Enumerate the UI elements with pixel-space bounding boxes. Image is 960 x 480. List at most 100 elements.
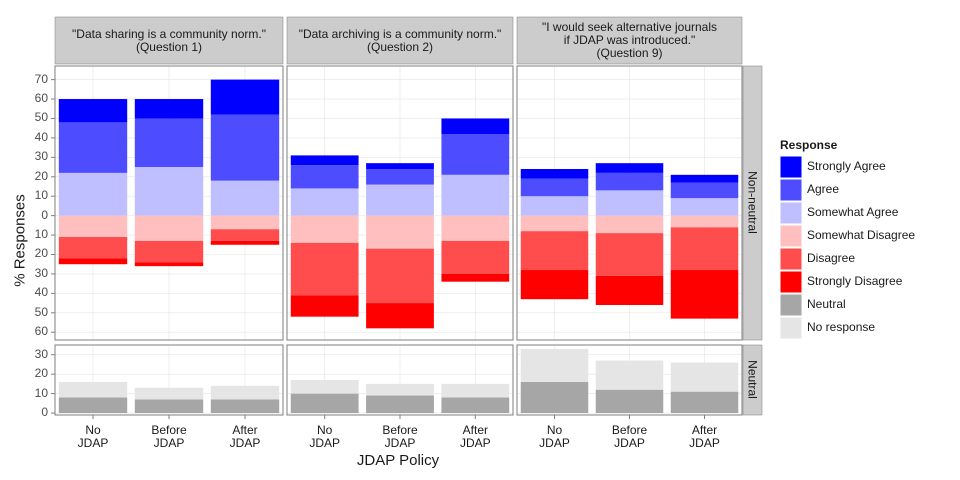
bar-segment: [595, 190, 664, 216]
legend-title: Response: [780, 138, 838, 152]
bar-segment: [670, 182, 739, 199]
bar-segment: [670, 362, 739, 392]
bar-segment: [595, 163, 664, 173]
bar-segment: [366, 383, 434, 396]
y-tick-label: 10: [34, 227, 48, 242]
x-tick-label: No JDAP: [77, 423, 109, 450]
bar-segment: [290, 155, 359, 166]
y-tick-label: 60: [34, 91, 48, 106]
bar-segment: [520, 178, 589, 197]
bar-segment: [595, 360, 664, 390]
y-tick-label: 40: [34, 285, 48, 300]
bar-segment: [670, 198, 739, 216]
bar-segment: [134, 387, 204, 400]
bar-segment: [595, 215, 664, 234]
legend-label: Somewhat Agree: [807, 205, 899, 219]
bar-segment: [210, 79, 280, 115]
x-tick-label: No JDAP: [539, 423, 570, 450]
panel-title: "I would seek alternative journals if JD…: [541, 20, 718, 60]
x-tick-label: Before JDAP: [382, 423, 418, 450]
bar-segment: [441, 118, 510, 135]
strip: [286, 16, 514, 65]
y-tick-label: 40: [34, 129, 48, 144]
bar-segment: [134, 399, 204, 414]
bar-segment: [366, 163, 434, 169]
bar-segment: [134, 215, 204, 241]
bar-segment: [58, 172, 128, 216]
x-tick-label: After JDAP: [459, 423, 491, 450]
legend-label: Disagree: [807, 251, 856, 265]
bar-segment: [290, 188, 359, 216]
bar-segment: [134, 99, 204, 119]
y-tick-label: 30: [34, 265, 48, 280]
bar-segment: [134, 167, 204, 216]
panel-border: [516, 65, 743, 341]
bar-segment: [134, 240, 204, 263]
bar-segment: [134, 262, 204, 267]
bar-segment: [290, 380, 359, 394]
bar-segment: [58, 122, 128, 173]
x-tick-label: Before JDAP: [611, 423, 648, 450]
y-tick-label: 50: [34, 304, 48, 319]
legend-key: [779, 316, 803, 340]
y-tick-label: 10: [34, 385, 48, 400]
legend-label: Agree: [807, 182, 840, 196]
y-tick-label: 60: [34, 324, 48, 339]
y-tick-label: 0: [41, 207, 48, 222]
x-tick-label: After JDAP: [229, 423, 261, 450]
bar-segment: [441, 174, 510, 216]
bar-segment: [290, 165, 359, 189]
bar-segment: [595, 275, 664, 306]
bar-segment: [58, 258, 128, 265]
legend-key: [779, 270, 803, 294]
bar-segment: [441, 134, 510, 175]
bar-segment: [290, 242, 359, 296]
bar-segment: [210, 399, 280, 414]
bar-segment: [520, 168, 589, 179]
y-tick-label: 0: [41, 405, 48, 420]
legend-key: [779, 224, 803, 248]
x-axis-title: JDAP Policy: [356, 452, 440, 469]
bar-segment: [441, 273, 510, 282]
bar-segment: [58, 215, 128, 238]
bar-segment: [520, 348, 589, 382]
legend-label: No response: [807, 320, 876, 334]
bar-segment: [134, 118, 204, 168]
legend-label: Strongly Agree: [807, 159, 886, 173]
bar-segment: [670, 174, 739, 183]
bar-segment: [670, 215, 739, 228]
legend-key: [779, 293, 803, 317]
bar-segment: [595, 172, 664, 191]
bar-segment: [520, 381, 589, 414]
x-tick-label: After JDAP: [689, 423, 720, 450]
bar-segment: [520, 270, 589, 300]
legend-key: [779, 178, 803, 202]
bar-segment: [441, 383, 510, 398]
y-tick-label: 20: [34, 366, 48, 381]
bar-segment: [520, 196, 589, 216]
bar-segment: [595, 233, 664, 276]
bar-segment: [670, 270, 739, 319]
row-strip: [742, 65, 763, 341]
bar-segment: [366, 248, 434, 304]
bar-segment: [520, 231, 589, 271]
x-tick-label: No JDAP: [309, 423, 340, 450]
bar-segment: [670, 391, 739, 414]
bar-segment: [290, 393, 359, 414]
y-tick-label: 50: [34, 110, 48, 125]
legend-label: Somewhat Disagree: [807, 228, 916, 242]
bar-segment: [366, 395, 434, 414]
bar-segment: [520, 215, 589, 232]
bar-segment: [595, 389, 664, 414]
row-label: Neutral: [745, 360, 760, 399]
bar-segment: [670, 227, 739, 271]
x-tick-label: Before JDAP: [151, 423, 187, 450]
bar-segment: [58, 99, 128, 123]
bar-segment: [58, 397, 128, 414]
bar-segment: [210, 385, 280, 400]
panel-title: "Data sharing is a community norm." (Que…: [72, 26, 266, 54]
bar-segment: [290, 295, 359, 317]
bar-segment: [441, 240, 510, 274]
